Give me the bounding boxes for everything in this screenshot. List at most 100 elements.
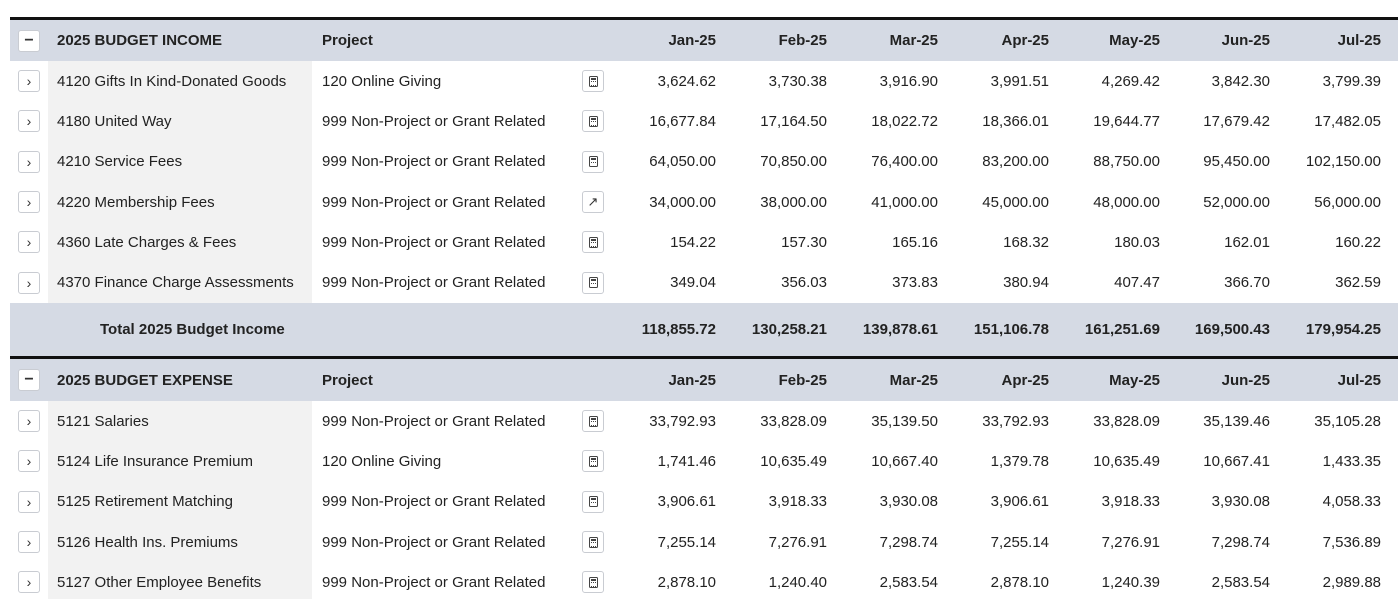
row-action-button[interactable]: [582, 410, 604, 433]
row-action-button[interactable]: [582, 490, 604, 513]
month-value[interactable]: 3,906.61: [657, 493, 716, 511]
row-action-button[interactable]: [582, 150, 604, 173]
month-value[interactable]: 168.32: [1003, 233, 1049, 251]
month-value[interactable]: 160.22: [1335, 233, 1381, 251]
month-value[interactable]: 10,667.41: [1203, 452, 1270, 470]
month-value[interactable]: 356.03: [781, 274, 827, 292]
month-value[interactable]: 35,139.50: [871, 412, 938, 430]
month-value[interactable]: 3,918.33: [768, 493, 827, 511]
month-value[interactable]: 1,741.46: [657, 452, 716, 470]
month-value[interactable]: 3,930.08: [879, 493, 938, 511]
month-value[interactable]: 2,989.88: [1322, 573, 1381, 591]
collapse-expense-button[interactable]: −: [18, 369, 40, 391]
month-value[interactable]: 48,000.00: [1093, 193, 1160, 211]
month-value[interactable]: 3,906.61: [990, 493, 1049, 511]
month-value[interactable]: 7,298.74: [1211, 533, 1270, 551]
row-action-button[interactable]: [582, 70, 604, 93]
month-value[interactable]: 3,916.90: [879, 72, 938, 90]
month-value[interactable]: 1,240.40: [768, 573, 827, 591]
month-value[interactable]: 407.47: [1114, 274, 1160, 292]
row-action-button[interactable]: ↗: [582, 191, 604, 214]
row-action-button[interactable]: [582, 231, 604, 254]
row-action-button[interactable]: [582, 571, 604, 594]
month-value[interactable]: 180.03: [1114, 233, 1160, 251]
month-value[interactable]: 1,433.35: [1322, 452, 1381, 470]
month-value[interactable]: 2,878.10: [990, 573, 1049, 591]
month-value[interactable]: 7,276.91: [768, 533, 827, 551]
expand-row-button[interactable]: ›: [18, 450, 40, 473]
month-value[interactable]: 3,730.38: [768, 72, 827, 90]
month-value[interactable]: 349.04: [670, 274, 716, 292]
month-value[interactable]: 362.59: [1335, 274, 1381, 292]
month-value[interactable]: 7,255.14: [990, 533, 1049, 551]
month-value[interactable]: 45,000.00: [982, 193, 1049, 211]
month-value[interactable]: 76,400.00: [871, 153, 938, 171]
month-value[interactable]: 17,679.42: [1203, 112, 1270, 130]
expand-row-button[interactable]: ›: [18, 271, 40, 294]
month-value[interactable]: 33,828.09: [760, 412, 827, 430]
month-value[interactable]: 2,583.54: [1211, 573, 1270, 591]
month-value[interactable]: 380.94: [1003, 274, 1049, 292]
collapse-income-button[interactable]: −: [18, 29, 40, 52]
month-value[interactable]: 7,298.74: [879, 533, 938, 551]
month-value[interactable]: 154.22: [670, 233, 716, 251]
month-value[interactable]: 10,667.40: [871, 452, 938, 470]
month-value[interactable]: 3,624.62: [657, 72, 716, 90]
expand-row-button[interactable]: ›: [18, 410, 40, 433]
month-value[interactable]: 4,269.42: [1101, 72, 1160, 90]
month-value[interactable]: 3,799.39: [1322, 72, 1381, 90]
month-value[interactable]: 17,164.50: [760, 112, 827, 130]
month-value[interactable]: 88,750.00: [1093, 153, 1160, 171]
month-value[interactable]: 7,255.14: [657, 533, 716, 551]
month-value[interactable]: 3,918.33: [1101, 493, 1160, 511]
month-value[interactable]: 7,276.91: [1101, 533, 1160, 551]
month-value[interactable]: 3,930.08: [1211, 493, 1270, 511]
month-value[interactable]: 2,583.54: [879, 573, 938, 591]
month-value[interactable]: 16,677.84: [649, 112, 716, 130]
month-value[interactable]: 10,635.49: [760, 452, 827, 470]
month-value[interactable]: 70,850.00: [760, 153, 827, 171]
month-value[interactable]: 18,366.01: [982, 112, 1049, 130]
month-value[interactable]: 34,000.00: [649, 193, 716, 211]
month-value[interactable]: 102,150.00: [1305, 153, 1381, 171]
month-value[interactable]: 33,792.93: [649, 412, 716, 430]
month-value[interactable]: 95,450.00: [1203, 153, 1270, 171]
expand-row-button[interactable]: ›: [18, 110, 40, 133]
month-value[interactable]: 2,878.10: [657, 573, 716, 591]
month-value[interactable]: 1,240.39: [1101, 573, 1160, 591]
row-action-button[interactable]: [582, 271, 604, 294]
month-value[interactable]: 7,536.89: [1322, 533, 1381, 551]
row-action-button[interactable]: [582, 110, 604, 133]
row-action-button[interactable]: [582, 531, 604, 554]
month-value[interactable]: 162.01: [1224, 233, 1270, 251]
month-value[interactable]: 3,991.51: [990, 72, 1049, 90]
month-value[interactable]: 1,379.78: [990, 452, 1049, 470]
month-value[interactable]: 35,105.28: [1314, 412, 1381, 430]
month-value[interactable]: 3,842.30: [1211, 72, 1270, 90]
month-value[interactable]: 4,058.33: [1322, 493, 1381, 511]
row-action-button[interactable]: [582, 450, 604, 473]
month-value[interactable]: 18,022.72: [871, 112, 938, 130]
month-value[interactable]: 157.30: [781, 233, 827, 251]
expand-row-button[interactable]: ›: [18, 231, 40, 254]
month-value[interactable]: 35,139.46: [1203, 412, 1270, 430]
month-value[interactable]: 52,000.00: [1203, 193, 1270, 211]
month-value[interactable]: 33,792.93: [982, 412, 1049, 430]
month-value[interactable]: 56,000.00: [1314, 193, 1381, 211]
month-value[interactable]: 64,050.00: [649, 153, 716, 171]
expand-row-button[interactable]: ›: [18, 150, 40, 173]
month-value[interactable]: 17,482.05: [1314, 112, 1381, 130]
month-value[interactable]: 373.83: [892, 274, 938, 292]
month-value[interactable]: 41,000.00: [871, 193, 938, 211]
month-value[interactable]: 38,000.00: [760, 193, 827, 211]
month-value[interactable]: 366.70: [1224, 274, 1270, 292]
month-value[interactable]: 33,828.09: [1093, 412, 1160, 430]
month-value[interactable]: 165.16: [892, 233, 938, 251]
month-value[interactable]: 19,644.77: [1093, 112, 1160, 130]
expand-row-button[interactable]: ›: [18, 70, 40, 93]
expand-row-button[interactable]: ›: [18, 531, 40, 554]
month-value[interactable]: 10,635.49: [1093, 452, 1160, 470]
expand-row-button[interactable]: ›: [18, 191, 40, 214]
expand-row-button[interactable]: ›: [18, 571, 40, 594]
month-value[interactable]: 83,200.00: [982, 153, 1049, 171]
